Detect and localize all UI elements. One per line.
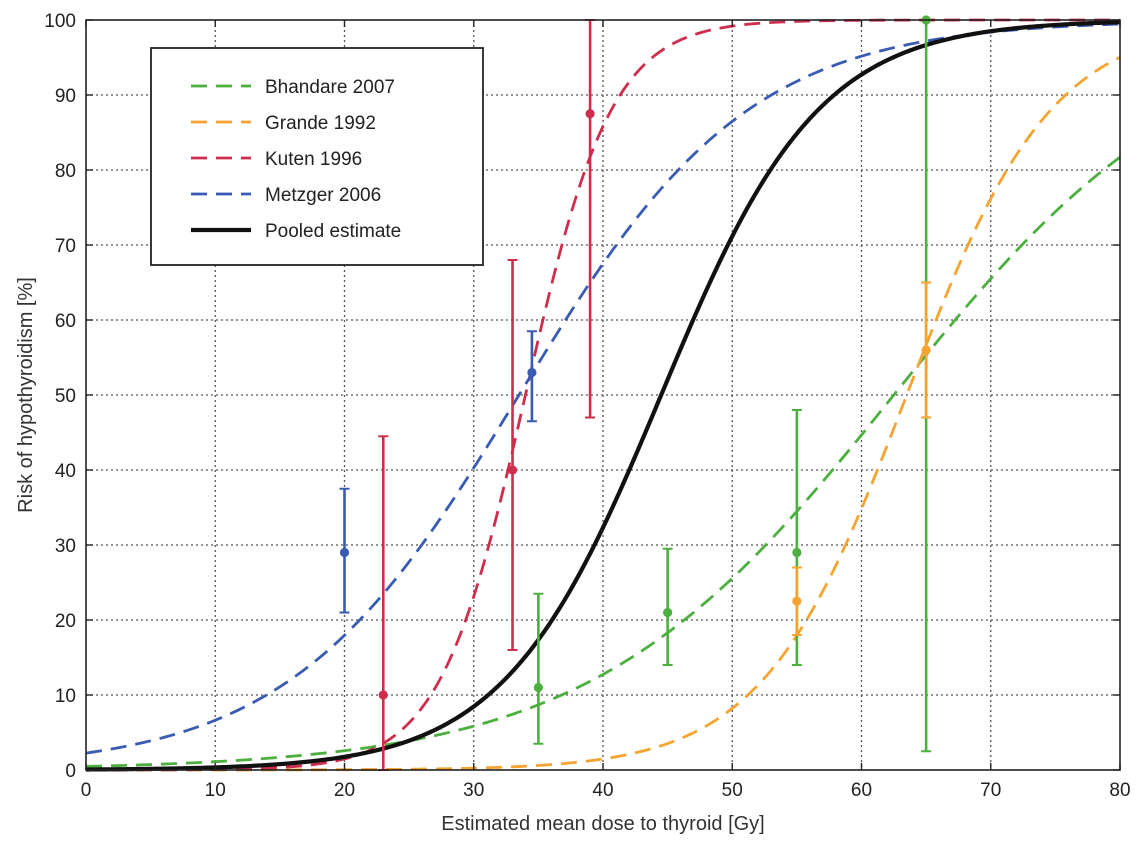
x-tick-label: 10 (205, 780, 226, 801)
curve-grande-1992 (86, 56, 1121, 772)
y-tick-label: 50 (55, 386, 76, 407)
legend-box (150, 47, 484, 266)
y-tick-label: 20 (55, 611, 76, 632)
legend-label: Grande 1992 (265, 113, 376, 134)
x-tick-label: 40 (592, 780, 613, 801)
x-axis-label: Estimated mean dose to thyroid [Gy] (441, 813, 765, 835)
data-point (533, 682, 543, 693)
y-tick-label: 100 (44, 11, 76, 32)
data-point (663, 607, 673, 618)
curve-metzger-2006 (85, 22, 1121, 755)
y-tick-label: 90 (55, 86, 76, 107)
x-tick-label: 60 (851, 780, 872, 801)
legend-label: Bhandare 2007 (265, 77, 395, 98)
curve-pooled-estimate (85, 20, 1121, 772)
y-axis-label: Risk of hypothyroidism [%] (15, 277, 37, 513)
y-tick-label: 40 (55, 461, 76, 482)
y-tick-label: 70 (55, 236, 76, 257)
curve-bhandare-2007 (85, 156, 1121, 768)
data-point (527, 367, 537, 378)
y-tick-label: 60 (55, 311, 76, 332)
data-point (339, 547, 350, 558)
legend-label: Pooled estimate (265, 221, 401, 242)
legend-label: Kuten 1996 (265, 149, 362, 170)
data-point (378, 690, 388, 700)
x-tick-label: 70 (980, 780, 1001, 801)
x-tick-label: 0 (81, 780, 92, 801)
data-point (921, 345, 931, 355)
legend-label: Metzger 2006 (265, 185, 381, 206)
y-tick-label: 0 (65, 761, 76, 782)
y-tick-label: 10 (55, 686, 76, 707)
x-tick-label: 80 (1109, 780, 1130, 801)
y-tick-label: 80 (55, 161, 76, 182)
data-point (792, 547, 802, 558)
data-point (792, 596, 802, 606)
x-tick-label: 30 (463, 780, 484, 801)
data-point (585, 109, 595, 119)
data-point (507, 465, 518, 475)
x-tick-label: 20 (334, 780, 355, 801)
y-tick-label: 30 (55, 536, 76, 557)
x-tick-label: 50 (722, 780, 743, 801)
